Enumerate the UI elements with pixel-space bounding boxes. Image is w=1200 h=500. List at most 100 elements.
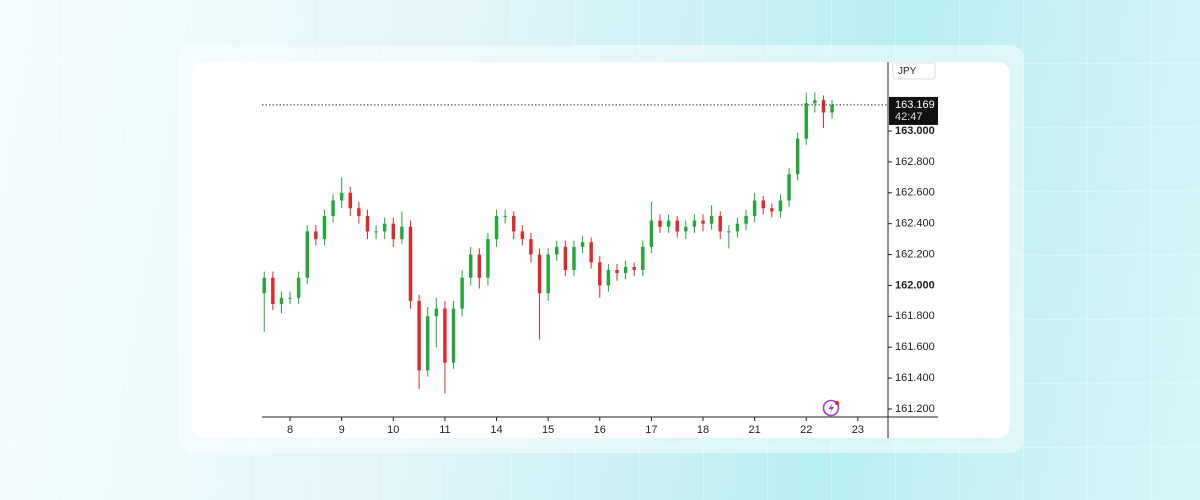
candle-body [778,200,783,212]
candle-body [296,277,301,298]
y-tick-label: 162.400 [895,218,935,230]
candle [451,300,456,369]
candle-body [623,266,628,274]
countdown-label: 42:47 [895,111,923,123]
candle-body [830,104,834,113]
candle [296,271,301,304]
candle [606,263,611,292]
candle [512,211,516,240]
candle [761,195,765,215]
candle-body [666,220,671,227]
candle-body [701,220,705,224]
candle-body [555,246,559,255]
candle [830,100,834,119]
candle [322,209,327,246]
candle [365,209,370,240]
candle [580,236,585,254]
candle [649,202,654,254]
x-tick-label: 18 [697,424,709,436]
y-tick-label: 161.400 [895,372,935,384]
candle-body [486,239,490,278]
candle [666,214,671,233]
candle-body [821,100,826,113]
x-tick-label: 14 [490,424,502,436]
candle [417,294,421,389]
candle [701,214,705,232]
candle-body [271,277,275,304]
y-tick-label: 162.200 [895,248,935,260]
candle-body [529,239,533,255]
chart-panel [192,62,1010,438]
candle [486,232,490,286]
candle [572,240,576,277]
x-tick-label: 8 [287,424,293,436]
y-tick-label: 161.800 [895,310,935,322]
candle [770,203,774,218]
candle-body [589,242,593,263]
candle [727,225,731,249]
candle [718,211,722,240]
candle [598,256,602,298]
candle [443,300,447,394]
candle-body [408,226,413,301]
candle [348,186,352,216]
candle-body [331,200,335,216]
x-tick-label: 17 [645,424,657,436]
candle [735,217,740,238]
candle [374,225,378,240]
candle [804,92,808,145]
candle-body [512,215,516,232]
x-tick-label: 11 [439,424,450,436]
candle [331,194,335,223]
candle-body [795,138,800,175]
candle [529,232,533,263]
candle-body [503,215,507,217]
candle-body [451,308,456,363]
last-price-label: 163.169 [895,99,935,111]
candle-body [348,192,352,209]
x-tick-label: 10 [387,424,399,436]
candle [692,214,697,233]
candle-body [770,208,774,212]
candle [382,217,387,240]
candle [434,297,439,348]
candle [279,291,284,314]
candle-body [675,220,679,232]
candle-body [752,200,757,216]
candle-body [460,277,464,309]
candle-body [744,215,748,224]
candle-body [357,208,361,216]
candle [684,220,688,240]
candle-body [305,231,309,278]
currency-label: JPY [898,66,917,77]
candle-body [804,103,808,139]
candle [795,132,800,181]
candle-body [425,316,430,371]
candle [271,271,275,311]
candle [494,209,499,247]
candle-body [598,262,602,286]
bolt-icon[interactable] [822,399,840,417]
candle-body [400,226,404,240]
candle-body [572,246,576,270]
candle-body [374,231,378,233]
candle [555,240,559,261]
candle-body [262,277,266,294]
candle-body [692,220,697,227]
candle [460,269,464,317]
candle [787,168,791,207]
candle-body [606,269,611,286]
candle-body [546,254,550,294]
y-tick-label: 162.800 [895,156,935,168]
candle-body [477,254,482,278]
candle [503,209,507,224]
currency-box[interactable] [892,62,936,80]
candle-body [537,254,542,294]
y-tick-label: 163.000 [895,125,935,137]
candle-body [718,215,722,232]
x-tick-label: 21 [749,424,761,436]
candle [632,262,636,277]
x-tick-label: 16 [594,424,606,436]
y-tick-label: 161.600 [895,341,935,353]
